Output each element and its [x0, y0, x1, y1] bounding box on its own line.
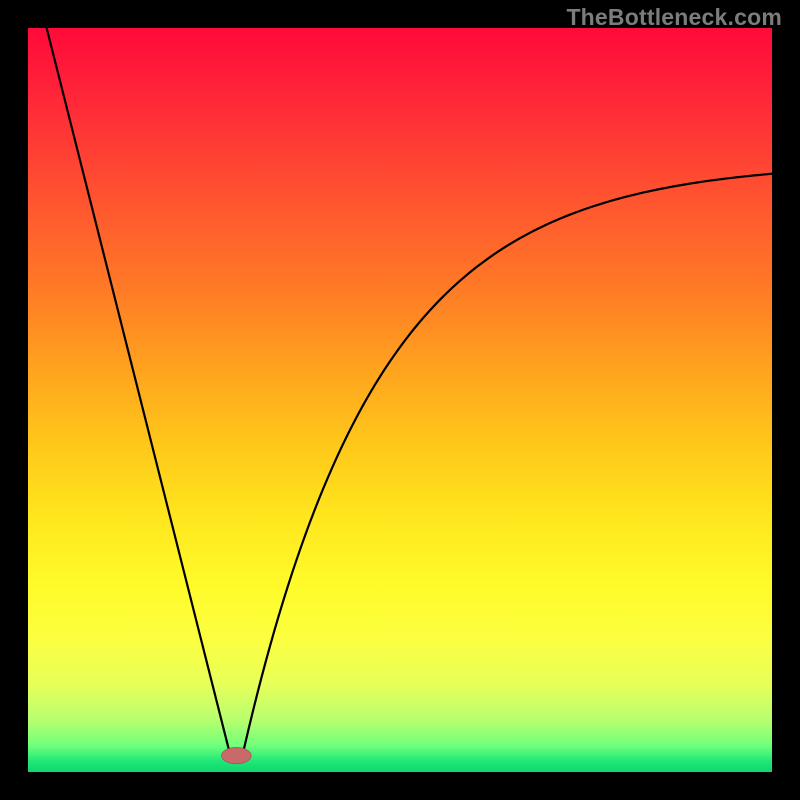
minimum-marker — [221, 747, 251, 763]
watermark-label: TheBottleneck.com — [566, 4, 782, 31]
chart-root: TheBottleneck.com — [0, 0, 800, 800]
bottleneck-chart — [0, 0, 800, 800]
